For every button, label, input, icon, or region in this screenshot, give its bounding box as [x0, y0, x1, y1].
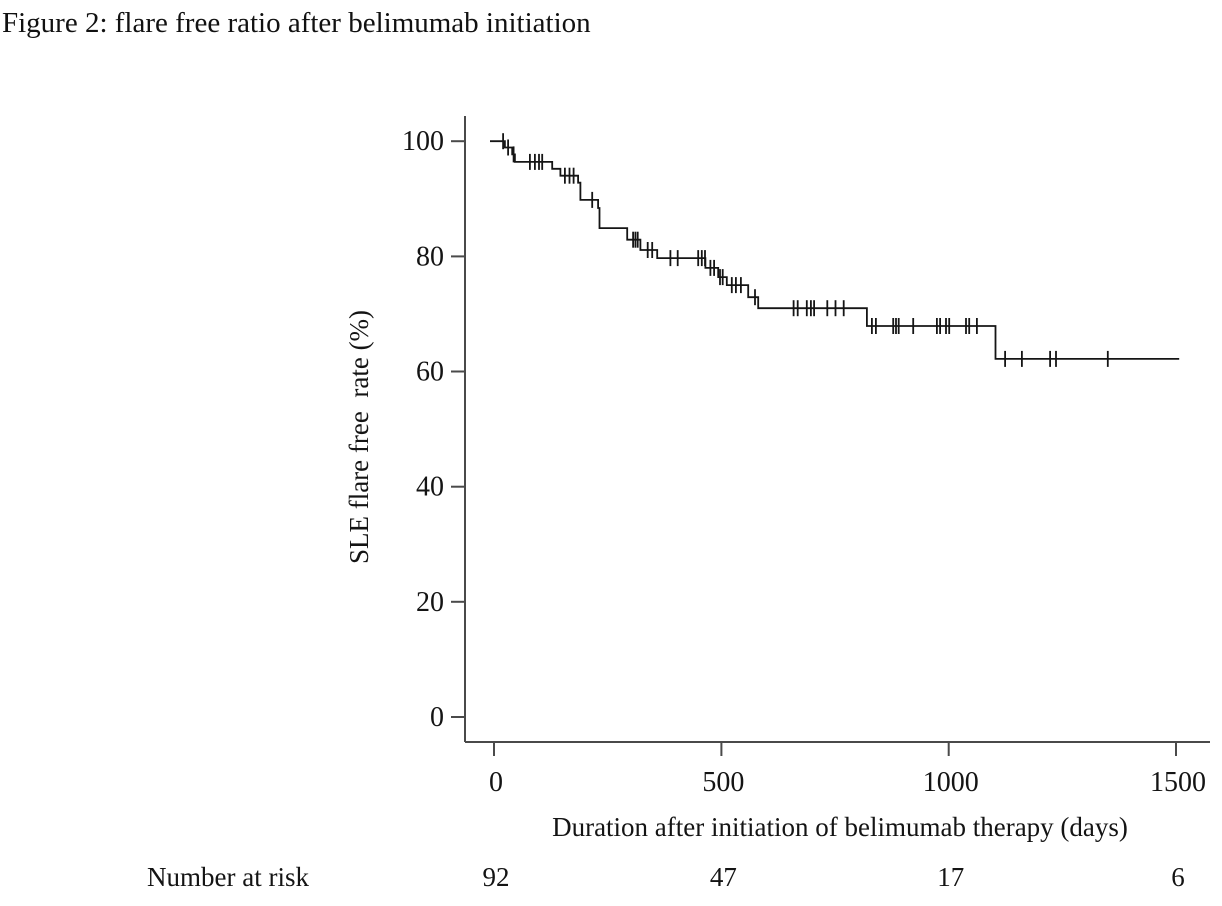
km-curve: [490, 140, 1180, 360]
y-tick-label: 20: [416, 587, 444, 618]
x-tick-label: 1500: [1150, 767, 1206, 798]
x-tick-label: 500: [702, 767, 744, 798]
figure-title: Figure 2: flare free ratio after belimum…: [2, 7, 591, 39]
y-tick-label: 40: [416, 472, 444, 503]
number-at-risk-value: 92: [483, 862, 510, 892]
x-tick-label: 1000: [923, 767, 979, 798]
y-tick-label: 100: [402, 126, 444, 157]
x-tick-label: 0: [489, 767, 503, 798]
x-axis-title: Duration after initiation of belimumab t…: [552, 812, 1128, 842]
number-at-risk-value: 6: [1171, 862, 1185, 892]
y-tick-label: 80: [416, 241, 444, 272]
number-at-risk-value: 47: [710, 862, 737, 892]
y-axis-title: SLE flare free rate (%): [344, 310, 374, 564]
number-at-risk-label: Number at risk: [147, 862, 309, 892]
y-tick-label: 0: [430, 702, 444, 733]
y-tick-label: 60: [416, 357, 444, 388]
number-at-risk-value: 17: [937, 862, 964, 892]
